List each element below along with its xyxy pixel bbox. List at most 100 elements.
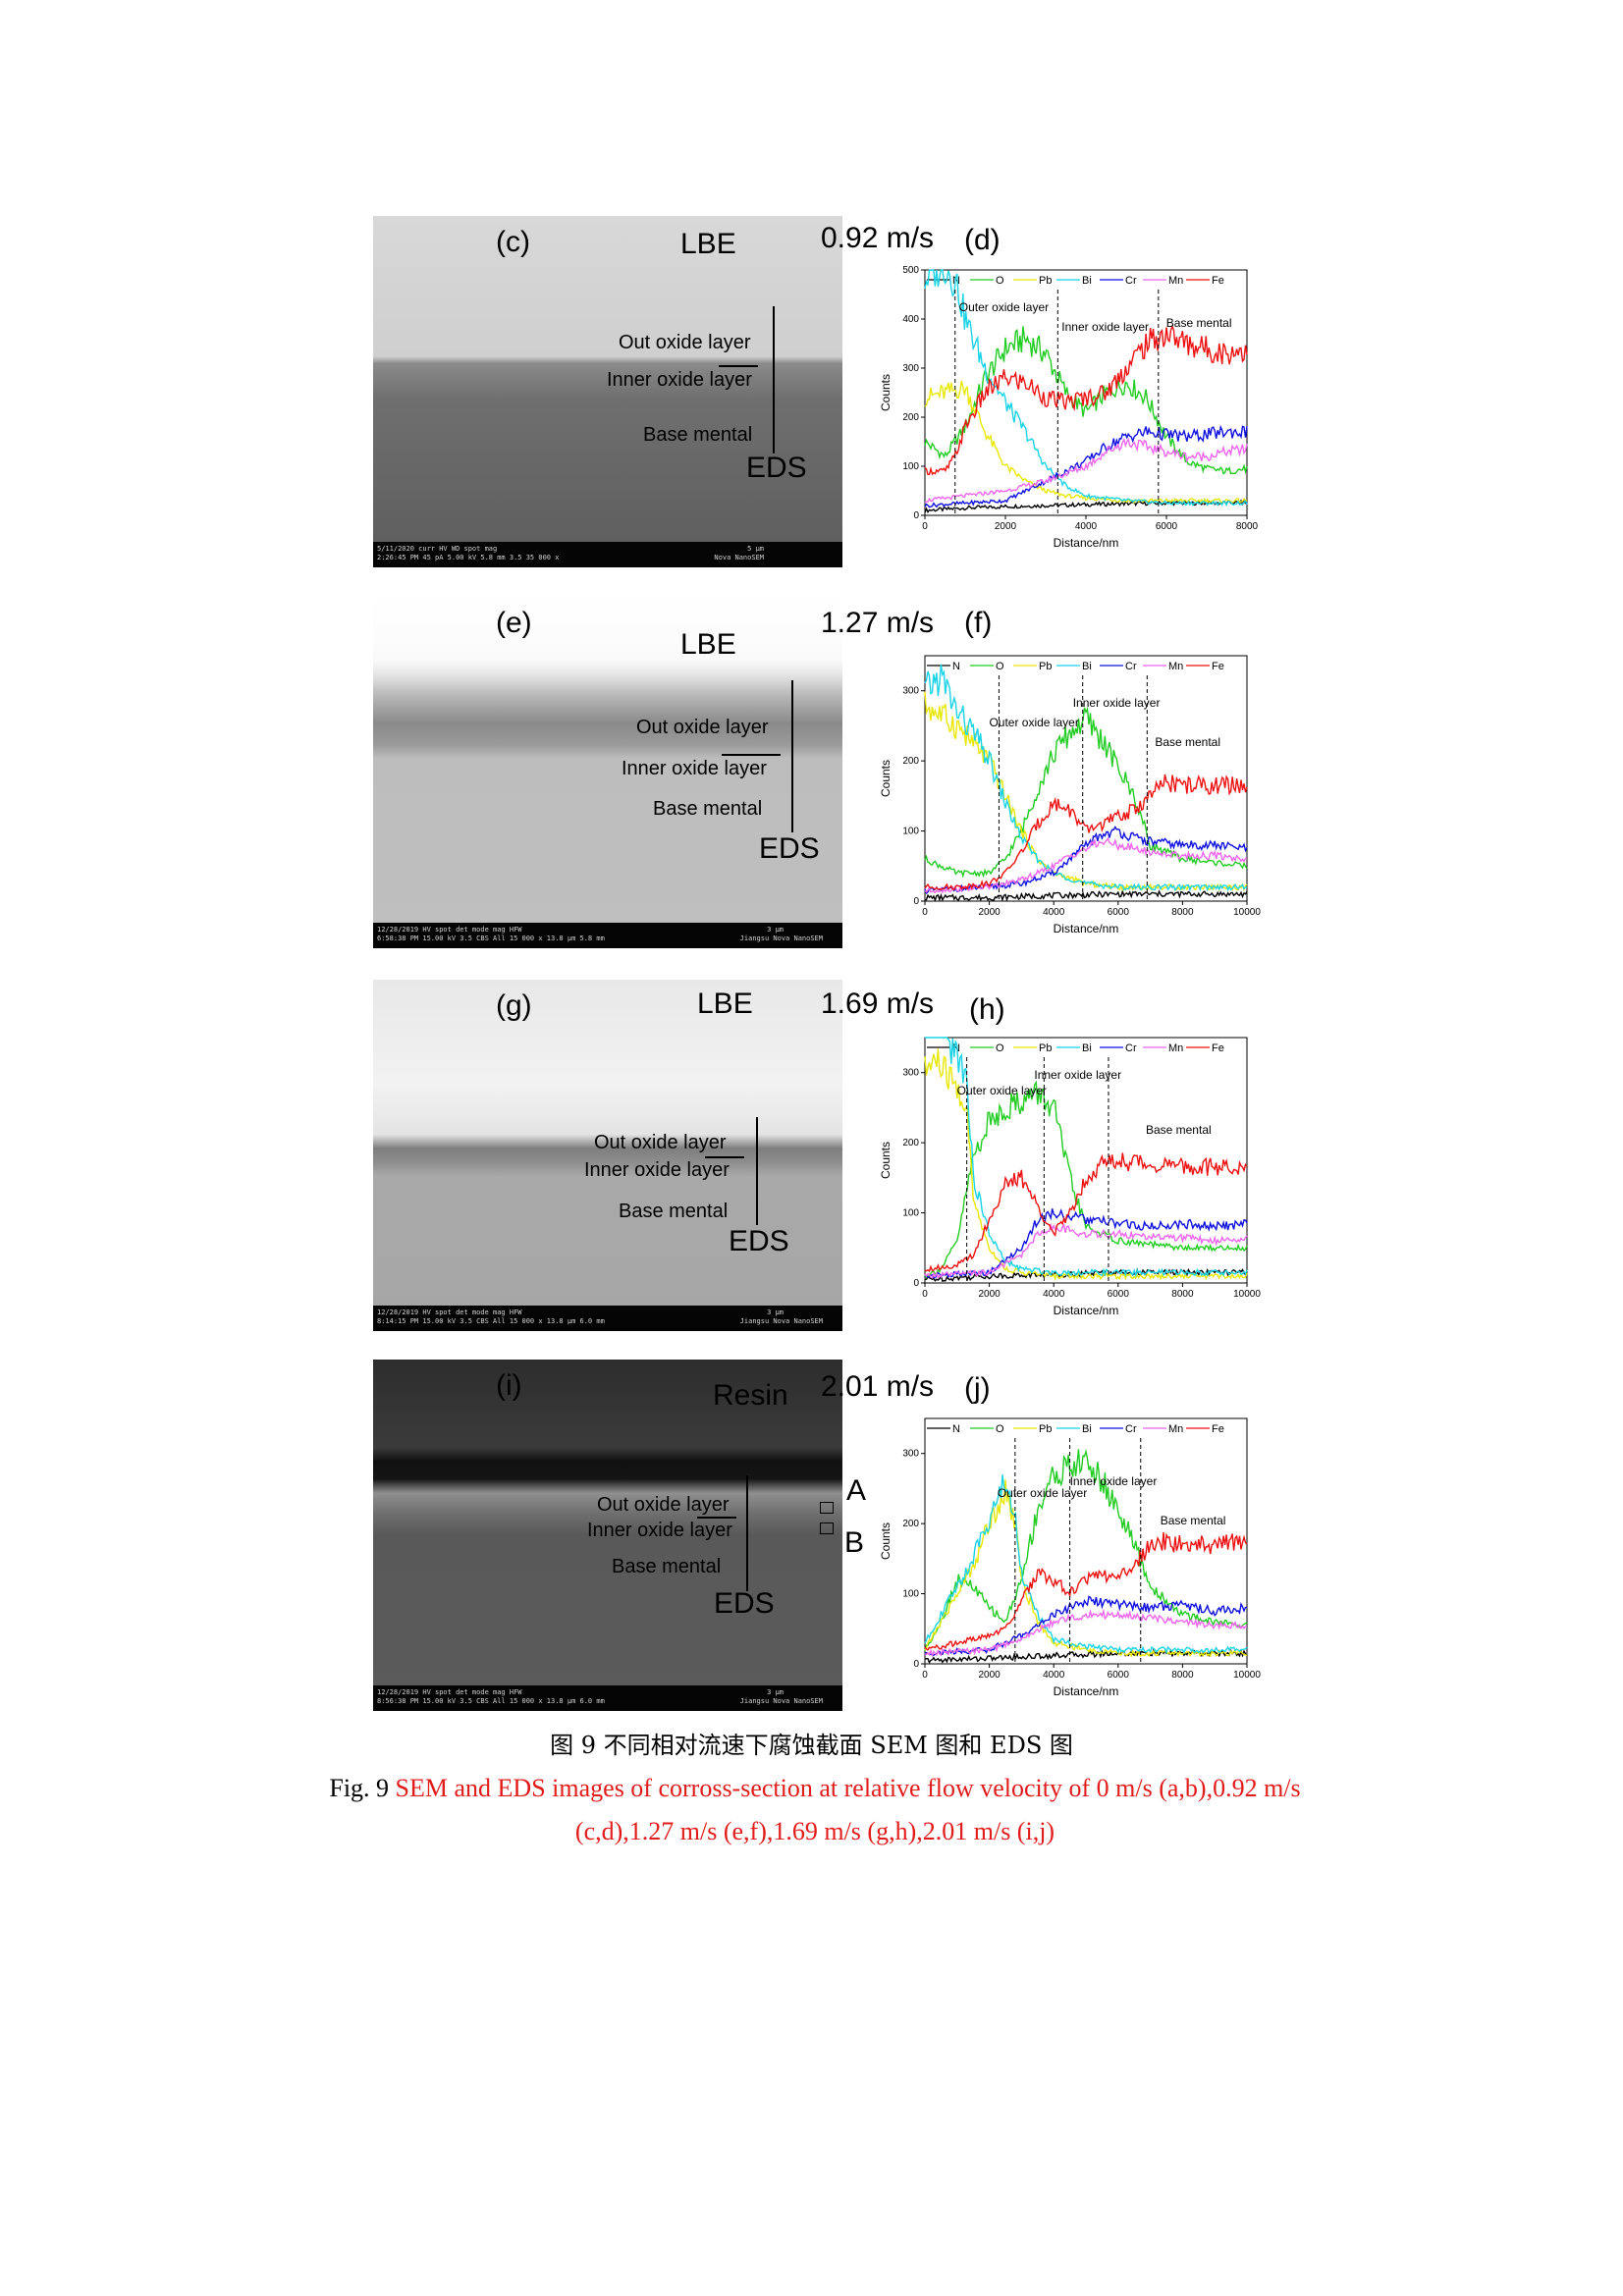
y-tick-label: 100 (902, 461, 919, 472)
x-tick-label: 0 (922, 907, 928, 918)
y-tick-label: 200 (902, 412, 919, 423)
legend-label: Pb (1039, 661, 1052, 672)
inner-oxide-annotation: Inner oxide layer (1034, 1068, 1121, 1082)
series-line-O (924, 1448, 1248, 1651)
series-line-N (924, 1267, 1248, 1282)
eds-label: EDS (729, 1225, 789, 1257)
sem-panel-label: (e) (496, 607, 532, 639)
base-metal-annotation: Base mental (1146, 1123, 1212, 1137)
region-a-marker (820, 1502, 834, 1514)
x-tick-label: 4000 (1043, 1289, 1065, 1300)
eds-scan-line (773, 306, 775, 454)
legend-label: Cr (1125, 1042, 1137, 1054)
legend-label: O (996, 275, 1004, 287)
sem-panel-label: (c) (496, 226, 530, 258)
medium-label: LBE (680, 628, 736, 661)
velocity-label: 1.69 m/s (821, 988, 935, 1020)
legend-label: Mn (1168, 275, 1183, 287)
base-metal-label: Base mental (653, 798, 763, 820)
x-tick-label: 8000 (1236, 521, 1259, 532)
y-tick-label: 0 (913, 1659, 919, 1670)
figure-caption-chinese: 图 9 不同相对流速下腐蚀截面 SEM 图和 EDS 图 (550, 1732, 1073, 1759)
region-a-label: A (846, 1474, 867, 1507)
out-oxide-label: Out oxide layer (636, 717, 769, 738)
x-tick-label: 10000 (1233, 1670, 1261, 1681)
y-tick-label: 500 (902, 265, 919, 276)
legend-label: O (996, 1042, 1004, 1054)
base-metal-label: Base mental (619, 1201, 729, 1222)
oxide-marker-line (722, 754, 781, 756)
sem-panel-label: (i) (496, 1369, 522, 1402)
x-tick-label: 6000 (1108, 907, 1130, 918)
sem-image-e: (e) LBE Out oxide layer Inner oxide laye… (373, 597, 842, 948)
x-tick-label: 2000 (978, 1670, 1001, 1681)
oxide-marker-line (719, 365, 758, 367)
medium-label: Resin (713, 1379, 788, 1412)
x-tick-label: 2000 (978, 907, 1001, 918)
eds-label: EDS (759, 832, 820, 865)
legend-label: Cr (1125, 1423, 1137, 1435)
chart-panel-label: (h) (969, 993, 1005, 1026)
x-tick-label: 6000 (1156, 521, 1178, 532)
oxide-marker-line (705, 1156, 744, 1158)
series-line-Mn (924, 1222, 1248, 1280)
y-tick-label: 300 (902, 363, 919, 374)
base-metal-annotation: Base mental (1166, 316, 1232, 330)
y-axis-label: Counts (879, 374, 893, 411)
sem-image-i: (i) Resin Out oxide layer Inner oxide la… (373, 1360, 842, 1711)
outer-oxide-annotation: Outer oxide layer (998, 1486, 1087, 1500)
y-tick-label: 400 (902, 314, 919, 325)
out-oxide-label: Out oxide layer (597, 1494, 730, 1516)
legend-label: Bi (1082, 275, 1092, 287)
x-tick-label: 10000 (1233, 907, 1261, 918)
legend-label: Fe (1212, 1042, 1224, 1054)
legend-label: Fe (1212, 275, 1224, 287)
plot-frame (924, 269, 1248, 516)
series-line-Mn (924, 437, 1248, 504)
base-metal-annotation: Base mental (1161, 1514, 1226, 1527)
x-axis-label: Distance/nm (1054, 1684, 1119, 1698)
legend-label: Pb (1039, 1423, 1052, 1435)
x-tick-label: 0 (922, 1289, 928, 1300)
series-line-Fe (924, 774, 1248, 891)
medium-label: LBE (680, 228, 736, 260)
eds-scan-line (791, 680, 793, 832)
y-tick-label: 0 (913, 896, 919, 907)
eds-chart-f: N O Pb Bi Cr Mn Fe Outer oxide layer Inner oxide… (864, 636, 1276, 960)
series-line-Fe (924, 1152, 1248, 1273)
x-tick-label: 4000 (1043, 1670, 1065, 1681)
series-line-O (924, 326, 1248, 475)
series-line-Cr (924, 424, 1248, 508)
series-line-Bi (925, 1037, 1248, 1278)
base-metal-annotation: Base mental (1155, 735, 1220, 749)
region-b-label: B (844, 1526, 865, 1559)
oxide-marker-line (697, 1517, 736, 1519)
y-tick-label: 100 (902, 1589, 919, 1600)
out-oxide-label: Out oxide layer (619, 332, 751, 353)
caption-description: SEM and EDS images of corross-section at… (395, 1774, 1301, 1845)
y-tick-label: 0 (913, 1278, 919, 1289)
y-axis-label: Counts (879, 1522, 893, 1560)
legend-label: Mn (1168, 661, 1183, 672)
x-tick-label: 4000 (1075, 521, 1098, 532)
y-axis-label: Counts (879, 760, 893, 797)
chart-panel-label: (j) (964, 1372, 991, 1405)
series-line-Cr (924, 1595, 1248, 1657)
y-tick-label: 200 (902, 1138, 919, 1148)
base-metal-label: Base mental (612, 1556, 722, 1577)
legend-label: Pb (1039, 275, 1052, 287)
sem-info-bar: 12/28/2019 HV spot det mode mag HFW 8:14… (373, 1306, 842, 1331)
x-axis-label: Distance/nm (1054, 922, 1119, 935)
chart-panel-label: (d) (964, 224, 1001, 256)
x-tick-label: 4000 (1043, 907, 1065, 918)
legend-label: N (952, 1423, 960, 1435)
series-line-N (924, 499, 1248, 514)
series-line-Bi (924, 1474, 1248, 1655)
sem-panel-label: (g) (496, 989, 532, 1022)
figure-caption-english: Fig. 9 SEM and EDS images of corross-sec… (295, 1767, 1335, 1853)
x-tick-label: 2000 (995, 521, 1017, 532)
